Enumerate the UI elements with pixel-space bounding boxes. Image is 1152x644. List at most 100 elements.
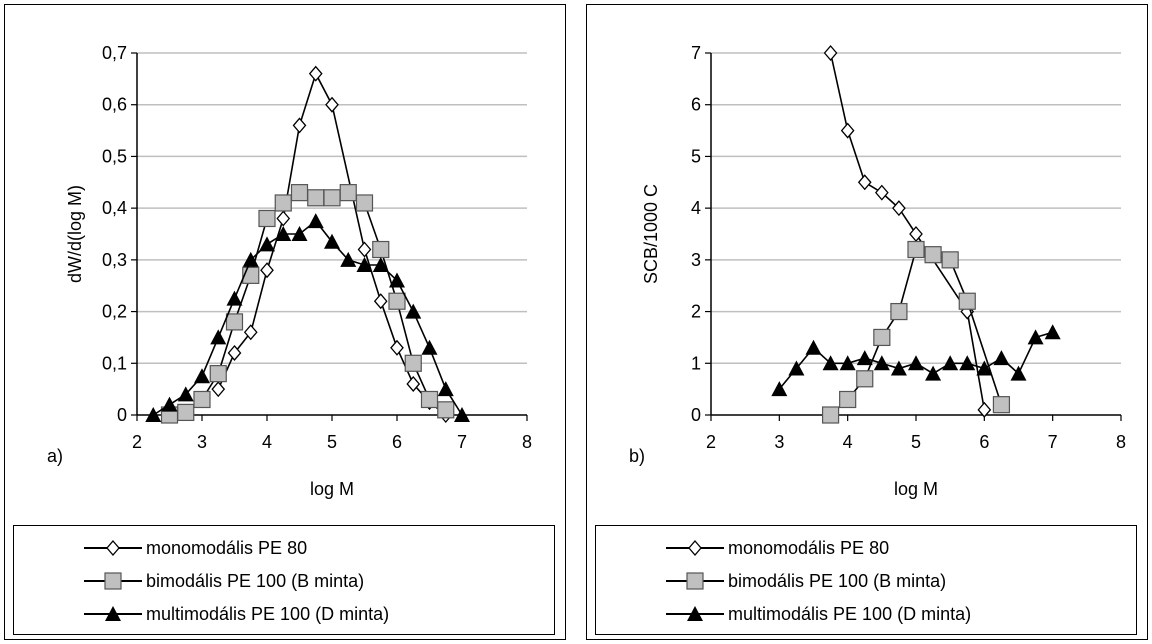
x-tick-label: 6 — [392, 432, 402, 452]
x-axis-label: log M — [894, 479, 938, 499]
data-point-square — [907, 240, 925, 259]
data-point-square — [307, 189, 325, 207]
x-tick-label: 8 — [1116, 432, 1126, 452]
data-point-square — [420, 390, 439, 409]
data-point-triangle — [242, 251, 259, 267]
x-tick-label: 3 — [197, 432, 207, 452]
series-line — [217, 71, 447, 416]
x-tick-label: 7 — [457, 432, 467, 452]
data-point-square — [404, 354, 422, 372]
data-point-square — [274, 194, 292, 212]
data-point-triangle — [291, 226, 308, 241]
x-tick-label: 5 — [327, 432, 337, 452]
data-point-diamond — [308, 65, 323, 82]
data-point-diamond — [211, 381, 226, 398]
data-point-square — [355, 194, 374, 212]
y-tick-label: 3 — [691, 250, 701, 270]
data-point-triangle — [259, 236, 275, 252]
y-tick-label: 0,3 — [102, 250, 127, 270]
y-tick-label: 7 — [691, 43, 701, 63]
data-point-diamond — [276, 210, 291, 227]
square-marker-icon — [84, 572, 142, 590]
data-point-triangle — [340, 251, 357, 267]
legend-item-bimodal: bimodális PE 100 (B minta) — [84, 569, 364, 593]
data-point-triangle — [275, 226, 292, 241]
data-point-diamond — [325, 96, 339, 113]
data-point-triangle — [1027, 329, 1044, 345]
data-point-triangle — [822, 355, 839, 371]
data-point-square — [924, 246, 942, 264]
x-tick-label: 5 — [911, 432, 921, 452]
data-point-triangle — [925, 365, 942, 381]
panel-label: a) — [47, 446, 63, 466]
y-tick-label: 0,6 — [102, 95, 127, 115]
data-point-square — [193, 390, 211, 409]
data-point-triangle — [194, 368, 210, 384]
legend-label: multimodális PE 100 (D minta) — [146, 603, 390, 624]
data-point-triangle — [177, 386, 194, 402]
data-point-triangle — [873, 355, 890, 371]
x-tick-label: 8 — [522, 432, 532, 452]
legend-b: monomodális PE 80 bimodális PE 100 (B mi… — [595, 525, 1137, 635]
data-point-diamond — [292, 117, 307, 134]
data-point-square — [873, 328, 891, 347]
chart-a-svg: 0 0,1 0,2 0,3 0,4 0,5 0,6 0,7 2 3 4 5 6 7 8 a) log M dW/d… — [47, 43, 532, 499]
data-point-triangle — [839, 355, 856, 371]
data-point-square — [821, 406, 840, 424]
data-point-square — [323, 189, 341, 207]
data-point-diamond — [243, 324, 258, 341]
x-tick-label: 2 — [706, 432, 716, 452]
data-point-square — [258, 209, 276, 228]
data-point-triangle — [356, 257, 373, 273]
x-tick-label: 3 — [774, 432, 784, 452]
legend-item-multimodal: multimodális PE 100 (D minta) — [666, 602, 971, 626]
y-tick-label: 5 — [691, 146, 701, 166]
data-point-diamond — [227, 344, 242, 361]
data-point-square — [372, 240, 390, 259]
y-tick-label: 4 — [691, 198, 701, 218]
data-point-triangle — [226, 290, 243, 306]
data-point-triangle — [788, 360, 805, 376]
series-2 — [160, 184, 455, 424]
y-tick-label: 0 — [691, 405, 701, 425]
data-point-triangle — [890, 360, 907, 376]
data-point-diamond — [909, 226, 923, 242]
data-point-diamond — [823, 45, 838, 61]
data-point-square — [941, 251, 959, 269]
data-point-square — [992, 396, 1011, 414]
series-line — [830, 248, 1003, 416]
data-point-diamond — [874, 184, 889, 201]
data-point-triangle — [405, 303, 422, 319]
data-point-triangle — [942, 355, 959, 371]
legend-label: monomodális PE 80 — [146, 537, 308, 558]
data-point-diamond — [260, 262, 274, 279]
legend-label: multimodális PE 100 (D minta) — [728, 603, 972, 624]
data-point-diamond — [840, 122, 855, 139]
y-tick-label: 2 — [691, 302, 701, 322]
panel-label: b) — [629, 446, 645, 466]
series-3 — [145, 213, 470, 422]
legend-item-bimodal: bimodális PE 100 (B minta) — [666, 569, 946, 593]
diamond-marker-icon — [84, 540, 142, 556]
data-point-diamond — [892, 200, 906, 217]
series-line — [829, 52, 986, 410]
y-tick-label: 0,5 — [102, 146, 127, 166]
data-point-square — [839, 390, 857, 409]
y-tick-label: 0,1 — [102, 353, 127, 373]
data-point-square — [290, 184, 309, 202]
y-tick-label: 1 — [691, 353, 701, 373]
x-axis-label: log M — [310, 479, 354, 499]
y-tick-label: 6 — [691, 95, 701, 115]
data-point-triangle — [976, 360, 993, 376]
legend-item-monomodal: monomodális PE 80 — [84, 536, 307, 560]
data-point-triangle — [993, 350, 1010, 366]
data-point-square — [225, 313, 244, 331]
legend-label: bimodális PE 100 (B minta) — [728, 570, 947, 591]
data-point-triangle — [454, 407, 470, 422]
series-line — [152, 219, 463, 416]
series-3 — [771, 324, 1061, 397]
data-point-square — [437, 401, 455, 419]
y-axis-label: dW/d(log M) — [65, 185, 85, 283]
legend-label: bimodális PE 100 (B minta) — [146, 570, 365, 591]
data-point-triangle — [210, 329, 227, 345]
